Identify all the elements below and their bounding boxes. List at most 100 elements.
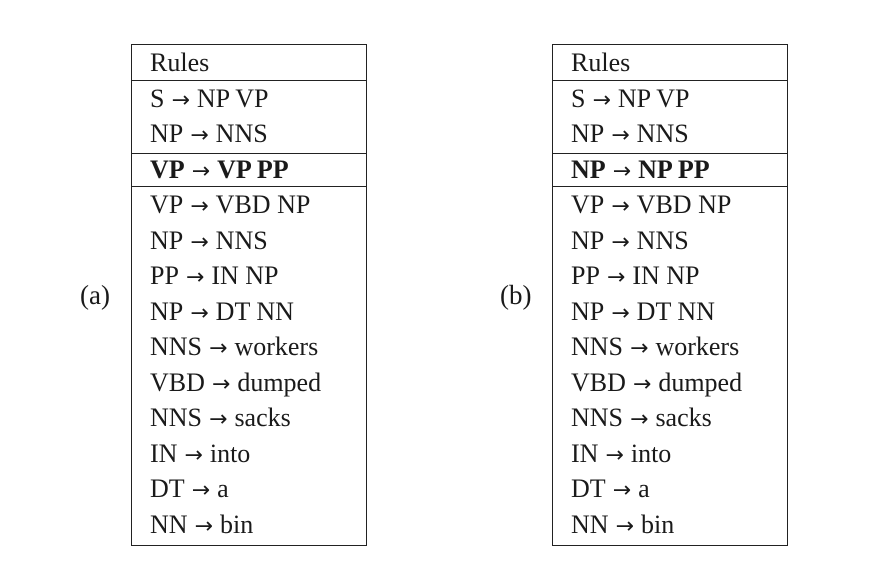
rule-rhs: IN NP	[211, 261, 279, 290]
rule-lhs: NNS	[571, 332, 624, 361]
rule-rhs: a	[217, 474, 229, 503]
rule-row: NNS → workers	[132, 329, 366, 365]
rule-lhs: PP	[150, 261, 179, 290]
right-arrow-icon: →	[599, 265, 633, 290]
rule-rhs: IN NP	[632, 261, 700, 290]
rule-rhs: workers	[234, 332, 319, 361]
rule-row: IN → into	[553, 436, 787, 472]
rule-row: NN → bin	[553, 507, 787, 543]
rule-row: NNS → sacks	[132, 400, 366, 436]
rule-rhs: VP PP	[217, 154, 289, 184]
right-arrow-icon: →	[187, 513, 220, 539]
rule-row: S → NP VP	[553, 81, 787, 117]
rule-row: NP → NNS	[132, 223, 366, 259]
rule-lhs: NP	[571, 154, 606, 184]
rule-lhs: IN	[571, 438, 599, 468]
panel-label-b: (b)	[500, 280, 532, 310]
rule-lhs: DT	[571, 474, 606, 503]
rule-rhs: a	[638, 474, 650, 503]
rule-rhs: sacks	[234, 403, 291, 432]
panel-label-a: (a)	[80, 280, 110, 310]
rule-lhs: NP	[571, 225, 605, 255]
rule-rhs: NNS	[215, 225, 268, 255]
rule-row: PP → IN NP	[553, 258, 787, 294]
rule-lhs: NP	[571, 296, 605, 326]
rule-lhs: VBD	[571, 367, 626, 397]
rule-rhs: DT NN	[636, 296, 715, 326]
rule-rhs: sacks	[655, 403, 712, 432]
rule-rhs: NNS	[636, 225, 689, 255]
rule-row: NNS → sacks	[553, 400, 787, 436]
rule-rhs: workers	[655, 332, 740, 361]
rule-rhs: bin	[219, 509, 254, 539]
right-arrow-icon: →	[598, 442, 631, 468]
rule-rhs: bin	[640, 509, 675, 539]
right-arrow-icon: →	[202, 407, 235, 432]
right-arrow-icon: →	[604, 300, 637, 326]
rule-lhs: NP	[150, 225, 184, 255]
rule-row: S → NP VP	[132, 81, 366, 117]
table-header: Rules	[150, 48, 210, 77]
rule-lhs: VP	[571, 190, 605, 219]
rule-row: DT → a	[553, 471, 787, 507]
rules-table-b: Rules S → NP VP NP → NNS NP → NP PP VP → VBD…	[552, 44, 788, 546]
rule-lhs: NNS	[150, 332, 203, 361]
rule-row: IN → into	[132, 436, 366, 472]
right-arrow-icon: →	[183, 194, 216, 219]
highlight-top-line	[132, 152, 366, 154]
right-arrow-icon: →	[605, 158, 639, 184]
rule-lhs: VBD	[150, 367, 205, 397]
right-arrow-icon: →	[178, 265, 212, 290]
right-arrow-icon: →	[184, 478, 218, 503]
highlighted-rule-row: NP → NP PP	[553, 152, 787, 188]
rule-row: NN → bin	[132, 507, 366, 543]
rule-row: NP → DT NN	[553, 294, 787, 330]
rule-row: VP → VBD NP	[132, 187, 366, 223]
right-arrow-icon: →	[604, 229, 637, 255]
rule-lhs: VP	[150, 154, 185, 184]
right-arrow-icon: →	[183, 229, 216, 255]
rule-row: NP → NNS	[553, 116, 787, 152]
right-arrow-icon: →	[604, 123, 637, 148]
rule-rhs: dumped	[237, 367, 322, 397]
rule-rhs: NP PP	[638, 154, 710, 184]
table-header: Rules	[571, 48, 631, 77]
rule-lhs: PP	[571, 261, 600, 290]
rule-lhs: S	[150, 83, 165, 113]
rule-row: NP → NNS	[553, 223, 787, 259]
rule-lhs: NNS	[571, 403, 624, 432]
header-rule-line	[132, 79, 366, 81]
right-arrow-icon: →	[585, 87, 618, 113]
rule-rhs: NP VP	[196, 83, 269, 113]
rule-row: NNS → workers	[553, 329, 787, 365]
rule-lhs: VP	[150, 190, 184, 219]
rule-lhs: NP	[571, 119, 605, 148]
right-arrow-icon: →	[604, 194, 637, 219]
right-arrow-icon: →	[202, 336, 235, 361]
right-arrow-icon: →	[183, 123, 216, 148]
rule-lhs: S	[571, 83, 586, 113]
right-arrow-icon: →	[608, 513, 641, 539]
header-rule-line	[553, 79, 787, 81]
rule-lhs: NP	[150, 119, 184, 148]
right-arrow-icon: →	[623, 407, 656, 432]
highlighted-rule-row: VP → VP PP	[132, 152, 366, 188]
highlight-bottom-line	[553, 186, 787, 187]
rules-table-a: Rules S → NP VP NP → NNS VP → VP PP VP → VBD…	[131, 44, 367, 546]
right-arrow-icon: →	[605, 478, 639, 503]
rule-rhs: into	[630, 438, 672, 468]
rule-rhs: into	[209, 438, 251, 468]
right-arrow-icon: →	[177, 442, 210, 468]
rule-row: NP → NNS	[132, 116, 366, 152]
rule-rhs: DT NN	[215, 296, 294, 326]
rule-row: DT → a	[132, 471, 366, 507]
right-arrow-icon: →	[184, 158, 218, 184]
rule-rhs: NNS	[215, 119, 268, 148]
right-arrow-icon: →	[625, 371, 659, 397]
rule-row: NP → DT NN	[132, 294, 366, 330]
rule-row: VP → VBD NP	[553, 187, 787, 223]
right-arrow-icon: →	[183, 300, 216, 326]
rule-rhs: dumped	[658, 367, 743, 397]
rule-rhs: NNS	[636, 119, 689, 148]
highlight-top-line	[553, 152, 787, 154]
